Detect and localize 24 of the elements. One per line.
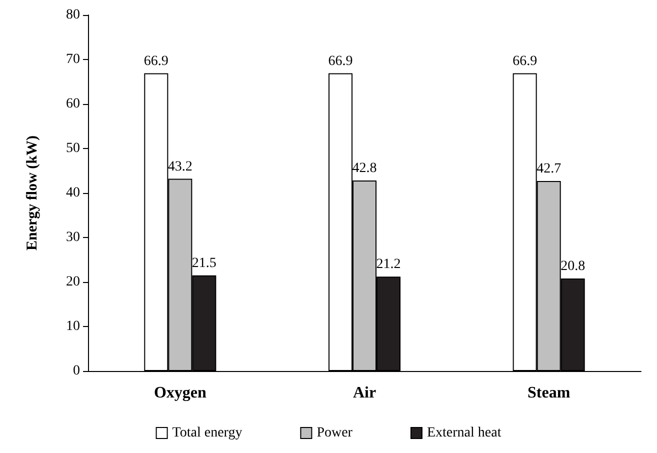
y-tick-label: 10: [66, 319, 80, 334]
y-tick-label: 60: [66, 96, 80, 112]
data-label: 42.8: [352, 161, 377, 176]
data-label: 66.9: [144, 54, 168, 69]
data-label: 43.2: [168, 159, 192, 174]
y-tick-label: 50: [66, 141, 80, 156]
y-tick-label: 80: [66, 8, 80, 22]
x-tick-label: Oxygen: [154, 384, 206, 402]
x-tick-label: Steam: [528, 384, 571, 402]
data-label: 21.2: [376, 257, 401, 272]
data-label: 20.8: [560, 258, 586, 274]
y-tick-label: 40: [66, 186, 80, 200]
legend-label: Power: [316, 426, 353, 440]
data-label: 66.9: [512, 54, 538, 69]
legend-label: Total energy: [172, 426, 242, 440]
y-tick-label: 70: [66, 52, 80, 67]
y-axis-title: Energy flow (kW): [24, 136, 40, 250]
y-tick-label: 30: [66, 230, 80, 245]
y-tick-label: 20: [66, 274, 80, 290]
data-label: 66.9: [328, 54, 353, 69]
x-tick-label: Air: [352, 384, 376, 402]
legend-label: External heat: [426, 426, 502, 440]
y-tick-label: 0: [73, 364, 80, 378]
data-label: 21.5: [192, 256, 216, 271]
